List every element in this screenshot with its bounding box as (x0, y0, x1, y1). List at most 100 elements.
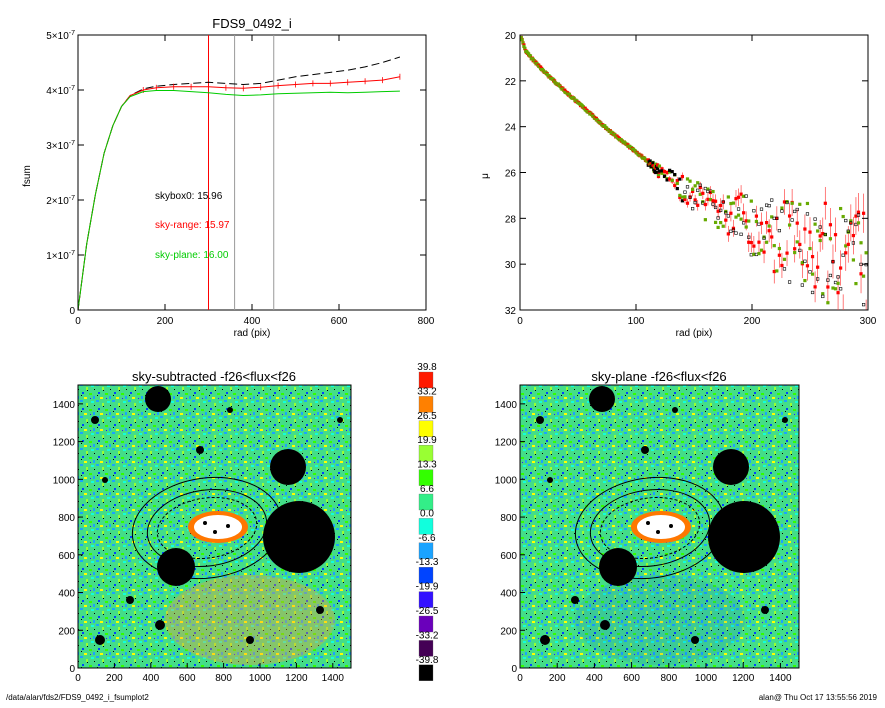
mu-ytick-label: 24 (505, 123, 517, 134)
mu-point (861, 211, 866, 215)
isophote-inner (599, 496, 701, 560)
sky-plane-xtick-label: 200 (549, 673, 566, 684)
isophote-inner (156, 496, 258, 560)
mu-point (821, 294, 825, 299)
mu-point (805, 264, 810, 268)
sky-subtracted-ytick-label: 800 (58, 513, 75, 524)
fsum-ytick-label: 3×10-7 (46, 140, 75, 152)
fsum-plot-title: FDS9_0492_i (212, 16, 292, 31)
mu-point (782, 200, 787, 204)
mu-point (752, 209, 756, 213)
colorbar-swatch (418, 420, 434, 437)
sky-plane-image: sky-plane -f26<flux<f26 (495, 369, 800, 684)
mu-point (698, 192, 702, 196)
mu-point (719, 203, 723, 208)
fsum-plot-xlabel: rad (pix) (234, 328, 271, 339)
sky-plane-ytick-label: 1400 (495, 400, 518, 411)
mu-point (665, 171, 669, 175)
mu-point (808, 270, 812, 274)
sky-subtracted-xtick-label: 400 (142, 673, 159, 684)
mu-point (721, 200, 725, 204)
mu-point (859, 272, 863, 276)
mu-point (780, 263, 784, 268)
mu-point (775, 216, 779, 220)
sky-plane-xtick-label: 600 (623, 673, 640, 684)
mu-point (846, 229, 850, 233)
mu-point (739, 217, 743, 221)
fsum-ytick-label: 4×10-7 (46, 85, 75, 97)
colorbar-swatch (418, 664, 434, 681)
mu-point (729, 201, 733, 206)
mu-point (798, 248, 802, 252)
mu-point (844, 244, 848, 248)
colorbar-label: -33.2 (416, 630, 439, 641)
mu-point (844, 251, 848, 255)
mu-point (831, 260, 835, 264)
mu-point (790, 201, 794, 205)
mu-point (691, 187, 695, 191)
fsum-xtick-label: 200 (157, 316, 174, 327)
mu-point (673, 172, 677, 177)
mu-point (836, 291, 840, 295)
sky-plane-ytick-label: 0 (511, 664, 517, 675)
sky-plane-ytick-label: 800 (500, 513, 517, 524)
mu-plot-xlabel: rad (pix) (676, 328, 713, 339)
fsum-series-0 (78, 56, 401, 310)
mu-ytick-label: 32 (505, 306, 517, 317)
mu-point (780, 206, 784, 210)
mu-point (767, 204, 771, 208)
annotation-skybox0: skybox0: 15.96 (155, 191, 223, 202)
mu-point (836, 281, 840, 285)
sky-plane-xtick-label: 400 (586, 673, 603, 684)
mu-point (680, 195, 684, 199)
mu-point (726, 195, 730, 199)
fsum-xtick-label: 800 (418, 316, 435, 327)
mu-xtick-label: 200 (744, 316, 761, 327)
mu-point (708, 198, 713, 202)
mu-point (731, 201, 736, 205)
sky-subtracted-xtick-label: 200 (106, 673, 123, 684)
mu-point (747, 219, 751, 223)
mu-point (833, 280, 838, 285)
mu-point (839, 266, 843, 270)
mu-point (856, 213, 861, 217)
mu-point (688, 179, 692, 183)
mu-point (749, 199, 753, 203)
sky-subtracted-ytick-label: 1200 (53, 438, 76, 449)
mu-point (726, 232, 730, 236)
mu-point (765, 240, 769, 244)
galaxy-core (637, 515, 685, 539)
mu-xtick-label: 0 (517, 316, 523, 327)
colorbar-label: 26.5 (417, 411, 437, 422)
mu-point (713, 199, 718, 203)
sky-plane-ytick-label: 400 (500, 589, 517, 600)
colorbar-swatch (418, 445, 434, 462)
mu-point (754, 214, 759, 218)
footer-timestamp: alan@ Thu Oct 17 13:55:56 2019 (758, 693, 877, 702)
colorbar-swatch (418, 371, 434, 389)
mu-point (670, 170, 674, 174)
fsum-plot-frame (77, 34, 427, 311)
mu-point (742, 194, 746, 198)
mu-point (757, 240, 761, 244)
colorbar-label: -39.8 (416, 655, 439, 666)
mu-point (716, 225, 720, 230)
mu-point (721, 224, 725, 228)
mu-ytick-label: 20 (505, 31, 517, 42)
sky-subtracted-xtick-label: 1200 (285, 673, 308, 684)
mu-point (800, 261, 804, 265)
colorbar-swatch (418, 615, 434, 633)
mu-point (759, 221, 764, 225)
mu-point (777, 246, 781, 251)
colorbar-label: -6.6 (418, 533, 436, 544)
mu-point (742, 221, 746, 225)
annotation-sky-plane: sky-plane: 16.00 (155, 250, 229, 261)
mu-point (662, 174, 667, 179)
mu-point (790, 218, 794, 222)
mu-point (729, 229, 733, 233)
mu-point (713, 205, 718, 210)
mu-point (648, 159, 652, 163)
fsum-ytick-label: 5×10-7 (46, 30, 75, 42)
sky-subtracted-ytick-label: 1400 (53, 400, 76, 411)
mu-point (683, 190, 687, 194)
